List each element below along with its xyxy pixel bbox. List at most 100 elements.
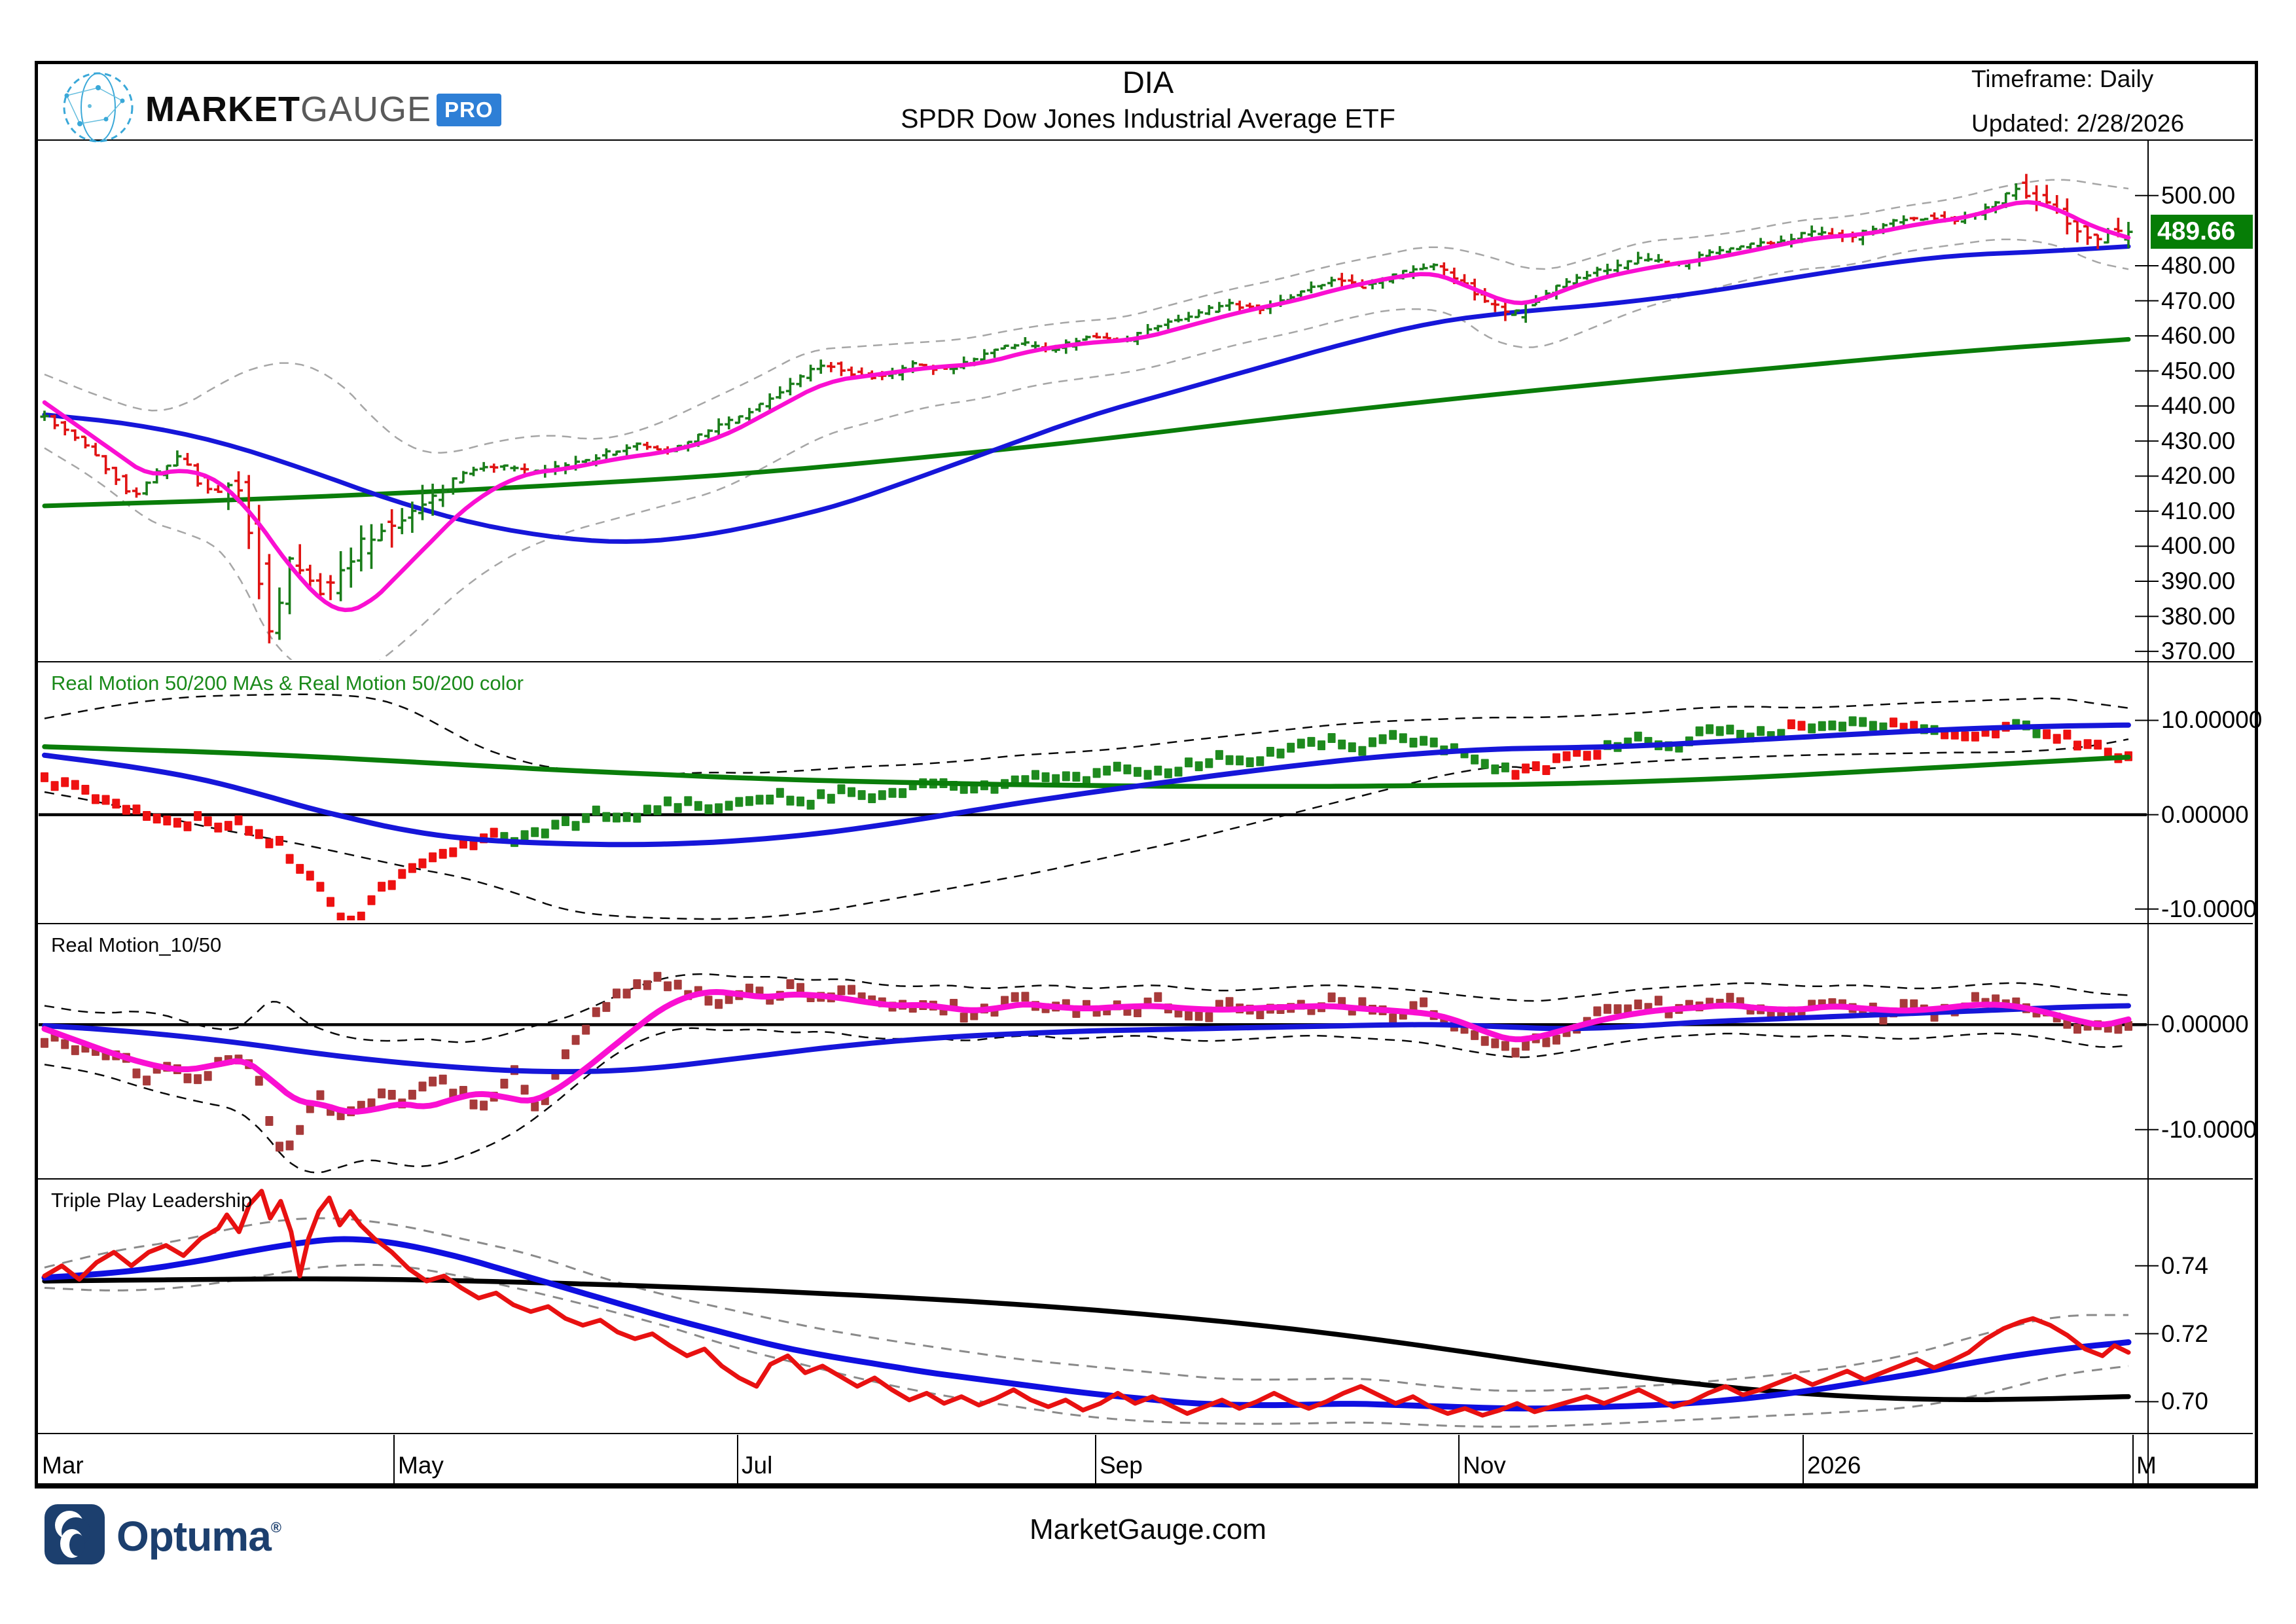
rm50-dot [715, 803, 723, 814]
logo-market: MARKET [145, 89, 300, 129]
rm10-dot [1634, 1000, 1642, 1009]
rm50-dot [1318, 740, 1325, 751]
rm10-dot [1522, 1041, 1530, 1051]
rm10-dot [285, 1140, 294, 1151]
rm50-dot [1225, 755, 1234, 765]
rm50-dot [204, 816, 212, 827]
rm50-dot [347, 915, 355, 920]
rm10-tick-label: -10.0000 [2161, 1115, 2257, 1143]
rm50-dot [1532, 761, 1540, 771]
rm50-dot [1297, 738, 1305, 749]
rm50-dot [387, 880, 396, 890]
price-tick-label: 440.00 [2161, 392, 2236, 420]
panel-price [40, 173, 2133, 660]
symbol-title: DIA [1122, 65, 1174, 99]
rm10-dot [429, 1076, 437, 1087]
rm10-dot [1491, 1038, 1499, 1049]
rm50-dot [357, 911, 365, 920]
rm10-dot [378, 1088, 386, 1098]
rm10-dot [2114, 1024, 2123, 1034]
rm50-dot [1634, 731, 1642, 742]
rm50-dot [255, 829, 263, 839]
rm50-dot [622, 812, 631, 822]
rm10-dot [1542, 1037, 1551, 1047]
rm50-dot [643, 804, 651, 815]
optuma-logo: Optuma® [43, 1503, 281, 1569]
rm50-dot [786, 795, 795, 806]
rm50-dot [1307, 736, 1316, 747]
rm50-dot [1583, 751, 1591, 761]
rm50-dot [296, 863, 304, 874]
rm50-dot [81, 785, 90, 795]
rm50-dot [1072, 772, 1081, 782]
rm10-dot [367, 1098, 376, 1109]
rm50-dot [878, 790, 886, 801]
rm50-dot [1103, 765, 1111, 776]
rm50-dot [1890, 717, 1897, 728]
rm50-dot [1123, 764, 1132, 774]
rm50-dot [101, 795, 110, 805]
rm50-dot [71, 780, 79, 790]
rm50-dot [1164, 768, 1172, 778]
x-axis-label: Sep [1100, 1452, 1143, 1479]
x-axis-divider [1458, 1435, 1460, 1483]
rm50-dot [418, 858, 427, 869]
rm50-tick-label: 0.00000 [2161, 801, 2249, 828]
rm10-dot [797, 983, 804, 993]
panel-label-triple-play: Triple Play Leadership [51, 1189, 253, 1212]
rm10-dot [1471, 1030, 1479, 1040]
rm10-dot [296, 1125, 304, 1135]
rm50-dot [1420, 736, 1428, 746]
rm10-dot [592, 1007, 600, 1017]
rm50-dot [694, 801, 702, 811]
rm50-dot [214, 822, 223, 833]
price-tick-label: 370.00 [2161, 638, 2236, 665]
y-axis-line [2147, 141, 2149, 1483]
rm50-dot [2043, 729, 2051, 740]
rm10-dot [204, 1071, 212, 1081]
price-tick-label: 470.00 [2161, 287, 2236, 314]
rm10-dot [1604, 1003, 1611, 1014]
rm50-dot [745, 796, 753, 806]
rm50-dot [132, 804, 141, 815]
rm50-dot [1389, 730, 1397, 740]
rm50-dot [1471, 754, 1479, 765]
rm10-dot [1225, 997, 1234, 1007]
rm10-dot [439, 1074, 447, 1085]
rm50-dot [194, 811, 202, 821]
rm10-dot [194, 1074, 202, 1085]
rm50-dot [367, 895, 376, 905]
rm10-dot [1185, 1011, 1193, 1020]
rm50-dot [1348, 742, 1356, 753]
rm50-dot [224, 821, 232, 831]
rm10-dot [704, 996, 713, 1006]
rm10-dot [469, 1099, 478, 1110]
rm50-dot [1287, 742, 1295, 753]
rm50-dot [2104, 748, 2112, 758]
rm10-dot [1256, 1009, 1265, 1019]
rm10-dot [562, 1049, 569, 1060]
rm10-dot [622, 988, 631, 999]
rm50-dot [285, 854, 294, 864]
footer-site-text: MarketGauge.com [1030, 1513, 1266, 1545]
rm50-dot [1715, 726, 1724, 736]
x-axis-divider [1803, 1435, 1804, 1483]
rm50-dot [2073, 740, 2081, 751]
rm50-rm-ma200 [42, 744, 2131, 789]
rm10-dot [1021, 992, 1030, 1002]
tpl-tick-label: 0.70 [2161, 1388, 2209, 1415]
rm50-dot [725, 801, 733, 811]
rm50-dot [837, 784, 846, 795]
panel-rm50 [39, 693, 2147, 920]
rm10-dot [61, 1039, 69, 1049]
rm50-dot [1358, 746, 1367, 756]
rm50-dot [1562, 751, 1571, 761]
rm50-dot [2083, 739, 2092, 749]
rm50-tick-label: 10.00000 [2161, 706, 2263, 734]
rm50-dot [1276, 748, 1285, 759]
rm50-dot [520, 830, 529, 840]
rm10-dot [265, 1116, 274, 1126]
rm10-dot [1480, 1036, 1489, 1046]
rm50-dot [766, 795, 774, 804]
